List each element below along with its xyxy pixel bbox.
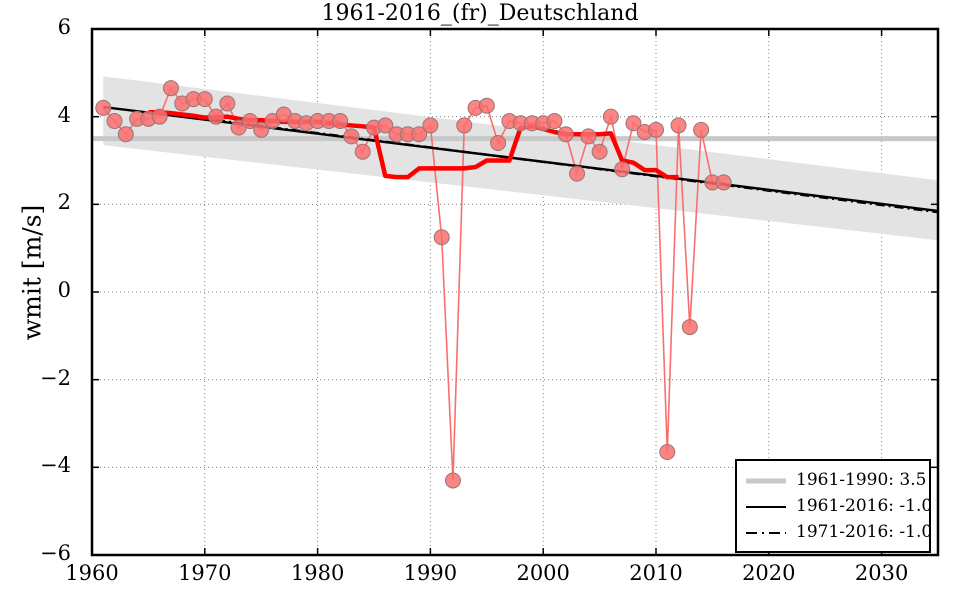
x-tick-label: 1970 — [178, 561, 232, 585]
x-tick-label: 2020 — [742, 561, 796, 585]
data-point-marker — [670, 117, 687, 134]
data-point-marker — [681, 319, 698, 336]
data-point-marker — [490, 134, 507, 151]
axis-ticks — [91, 28, 938, 556]
data-point-marker — [659, 443, 676, 460]
data-point-marker — [546, 113, 563, 130]
data-point-marker — [580, 128, 597, 145]
data-point-marker — [377, 117, 394, 134]
y-tick-label: −6 — [40, 541, 71, 565]
data-point-marker — [253, 121, 270, 138]
y-tick-label: 2 — [57, 190, 71, 215]
data-point-marker — [354, 143, 371, 160]
y-tick-label: 6 — [57, 15, 71, 39]
chart-title: 1961-2016_(fr)_Deutschland — [321, 1, 639, 26]
data-point-marker — [95, 99, 112, 116]
data-point-marker — [332, 113, 349, 130]
data-point-marker — [196, 91, 213, 108]
data-point-marker — [614, 161, 631, 178]
x-tick-label: 2010 — [629, 561, 683, 585]
data-point-marker — [219, 95, 236, 112]
y-tick-label: 0 — [57, 278, 71, 302]
data-point-marker — [456, 117, 473, 134]
data-point-marker — [241, 113, 258, 130]
data-point-marker — [151, 108, 168, 125]
legend-label-0: 1961-1990: 3.5 — [796, 470, 927, 490]
data-point-markers — [95, 80, 732, 489]
data-point-marker — [557, 126, 574, 143]
data-point-marker — [444, 472, 461, 489]
data-point-marker — [625, 115, 642, 132]
x-tick-label: 2000 — [516, 561, 570, 585]
data-point-marker — [715, 174, 732, 191]
legend-swatch-trend-1971 — [745, 525, 787, 539]
data-point-marker — [478, 97, 495, 114]
data-point-marker — [422, 117, 439, 134]
y-tick-label: −4 — [40, 453, 71, 478]
legend-item-0: 1961-1990: 3.5 — [745, 467, 926, 493]
data-point-marker — [208, 108, 225, 125]
data-point-marker — [106, 113, 123, 130]
legend-label-2: 1971-2016: -1.0 — [796, 522, 933, 542]
x-tick-label: 1990 — [403, 561, 458, 585]
x-tick-label: 1980 — [290, 561, 345, 585]
data-point-marker — [569, 165, 586, 182]
x-tick-label: 2030 — [854, 561, 909, 585]
legend-label-1: 1961-2016: -1.0 — [796, 496, 933, 516]
legend: 1961-1990: 3.5 1961-2016: -1.0 1971-2016… — [735, 459, 932, 553]
data-point-marker — [693, 121, 710, 138]
legend-swatch-trend-1961 — [745, 499, 787, 513]
data-point-marker — [591, 143, 608, 160]
legend-item-2: 1971-2016: -1.0 — [745, 519, 932, 545]
data-point-marker — [411, 126, 428, 143]
y-tick-label: 4 — [57, 102, 71, 127]
data-point-marker — [117, 126, 134, 143]
data-point-marker — [648, 121, 664, 138]
legend-swatch-mean-line — [745, 473, 787, 487]
data-point-marker — [433, 229, 450, 246]
data-point-marker — [343, 128, 360, 145]
legend-item-1: 1961-2016: -1.0 — [745, 493, 932, 519]
data-point-marker — [602, 108, 619, 125]
y-tick-label: −2 — [40, 365, 71, 390]
x-tick-label: 1960 — [65, 561, 119, 585]
data-point-marker — [162, 80, 179, 97]
